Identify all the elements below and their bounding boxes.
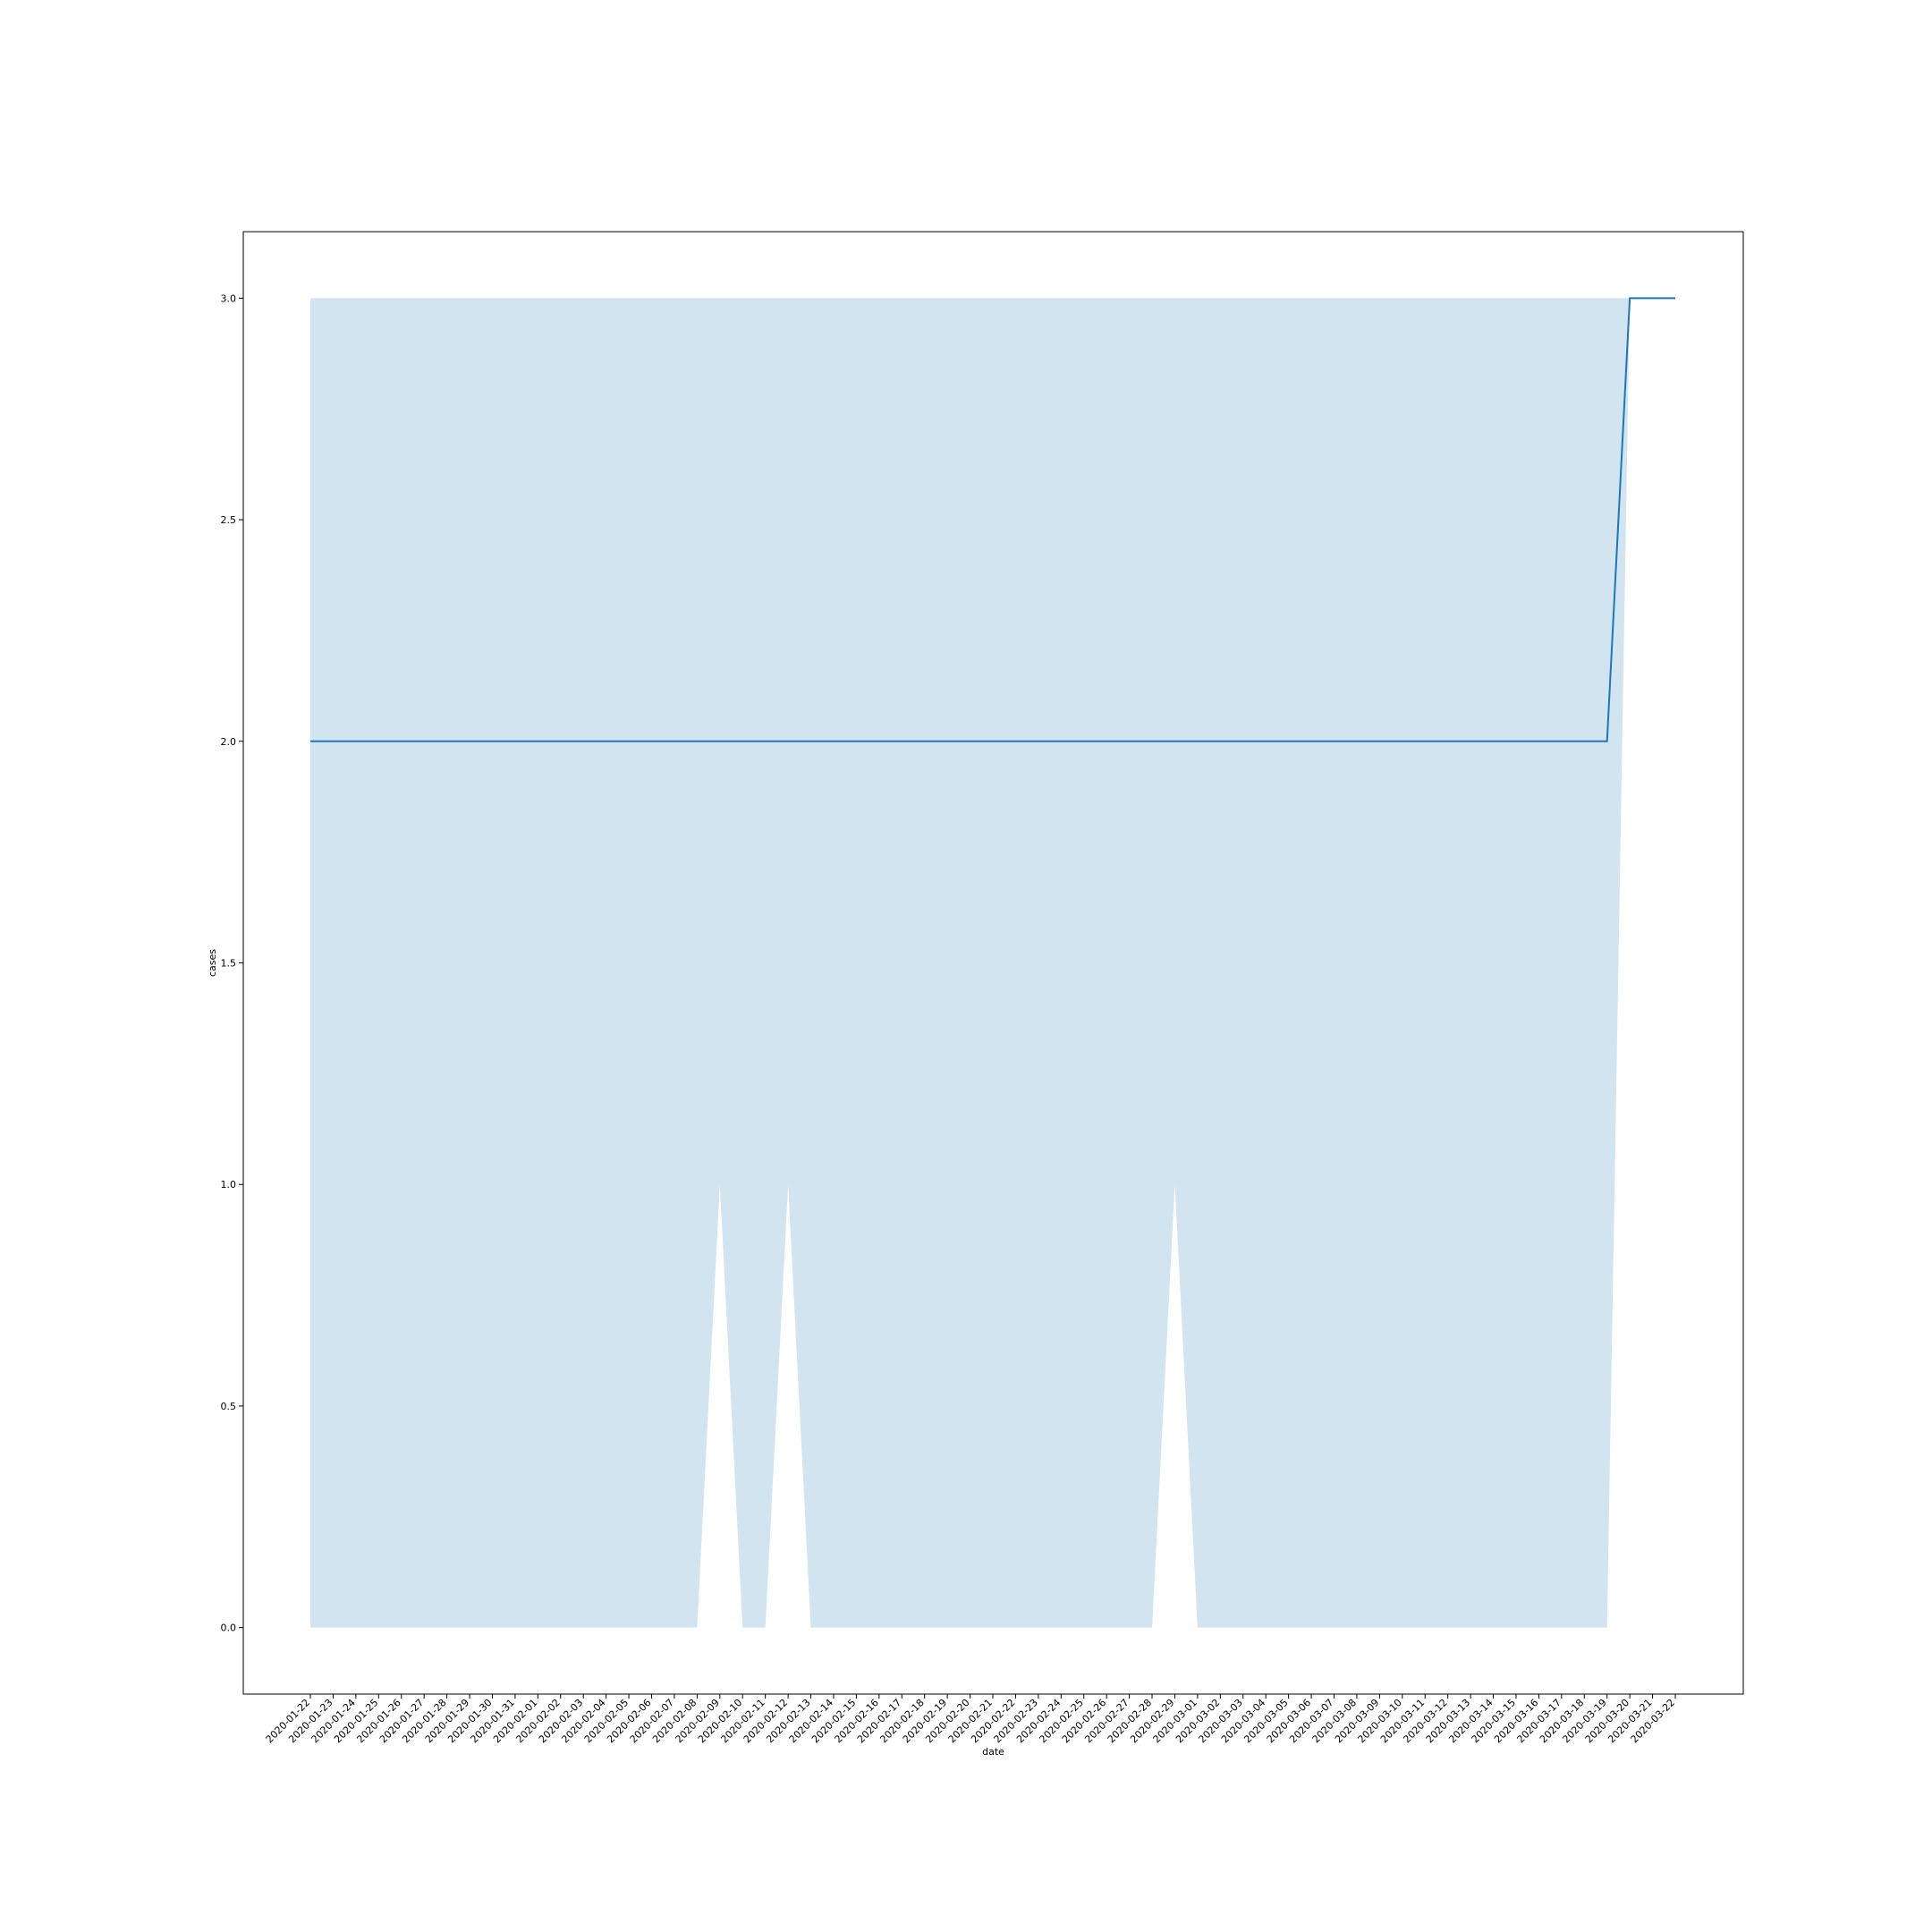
x-axis: 2020-01-222020-01-232020-01-242020-01-25…	[264, 1694, 1677, 1745]
data-point	[537, 741, 538, 742]
data-point	[878, 741, 880, 742]
data-point	[1174, 741, 1175, 742]
data-point	[1424, 741, 1426, 742]
data-point	[1197, 741, 1199, 742]
data-point	[992, 741, 994, 742]
data-point	[924, 741, 926, 742]
data-point	[901, 741, 902, 742]
y-tick-label: 2.0	[221, 736, 237, 748]
data-point	[332, 741, 334, 742]
data-point	[1288, 741, 1290, 742]
y-tick-label: 0.5	[221, 1401, 237, 1412]
data-point	[491, 741, 493, 742]
data-point	[606, 741, 607, 742]
data-point	[1083, 741, 1085, 742]
data-point	[355, 741, 357, 742]
data-point	[1265, 741, 1267, 742]
data-point	[674, 741, 675, 742]
y-axis-label: cases	[207, 949, 218, 977]
data-point	[1151, 741, 1153, 742]
data-point	[651, 741, 653, 742]
data-point	[560, 741, 562, 742]
data-point	[423, 741, 425, 742]
confidence-band	[310, 298, 1675, 1628]
data-point	[1356, 741, 1358, 742]
plot-area	[309, 297, 1676, 1628]
data-point	[1629, 297, 1631, 299]
y-tick-label: 2.5	[221, 514, 237, 526]
data-point	[719, 741, 721, 742]
data-point	[1652, 297, 1654, 299]
data-point	[1493, 741, 1495, 742]
data-point	[1538, 741, 1539, 742]
y-tick-label: 1.0	[221, 1179, 237, 1191]
data-point	[446, 741, 448, 742]
data-point	[1014, 741, 1016, 742]
data-point	[514, 741, 516, 742]
data-point	[1242, 741, 1244, 742]
data-point	[1583, 741, 1585, 742]
data-point	[1515, 741, 1517, 742]
data-point	[1402, 741, 1403, 742]
data-point	[696, 741, 698, 742]
data-point	[833, 741, 835, 742]
y-tick-label: 0.0	[221, 1623, 237, 1634]
data-point	[855, 741, 857, 742]
data-point	[1378, 741, 1380, 742]
y-tick-label: 1.5	[221, 958, 237, 970]
data-point	[309, 741, 311, 742]
data-point	[1606, 741, 1608, 742]
series-line	[310, 297, 1675, 742]
data-point	[1219, 741, 1221, 742]
data-point	[787, 741, 789, 742]
data-point	[1129, 741, 1131, 742]
data-point	[1447, 741, 1449, 742]
data-point	[377, 741, 379, 742]
data-point	[765, 741, 767, 742]
data-point	[401, 741, 402, 742]
data-point	[1310, 741, 1312, 742]
y-tick-label: 3.0	[221, 292, 237, 304]
data-point	[970, 741, 971, 742]
data-point	[1561, 741, 1563, 742]
data-point	[469, 741, 470, 742]
data-point	[741, 741, 743, 742]
data-point	[1038, 741, 1039, 742]
data-point	[946, 741, 948, 742]
data-point	[810, 741, 812, 742]
x-axis-label: date	[982, 1746, 1004, 1758]
data-point	[1334, 741, 1335, 742]
data-point	[1674, 297, 1676, 299]
data-point	[1470, 741, 1471, 742]
data-point	[582, 741, 584, 742]
data-point	[1060, 741, 1062, 742]
y-axis: 0.0 0.5 1.0 1.5 2.0 2.5 3.0	[221, 292, 243, 1634]
data-point	[628, 741, 630, 742]
data-point	[1106, 741, 1107, 742]
